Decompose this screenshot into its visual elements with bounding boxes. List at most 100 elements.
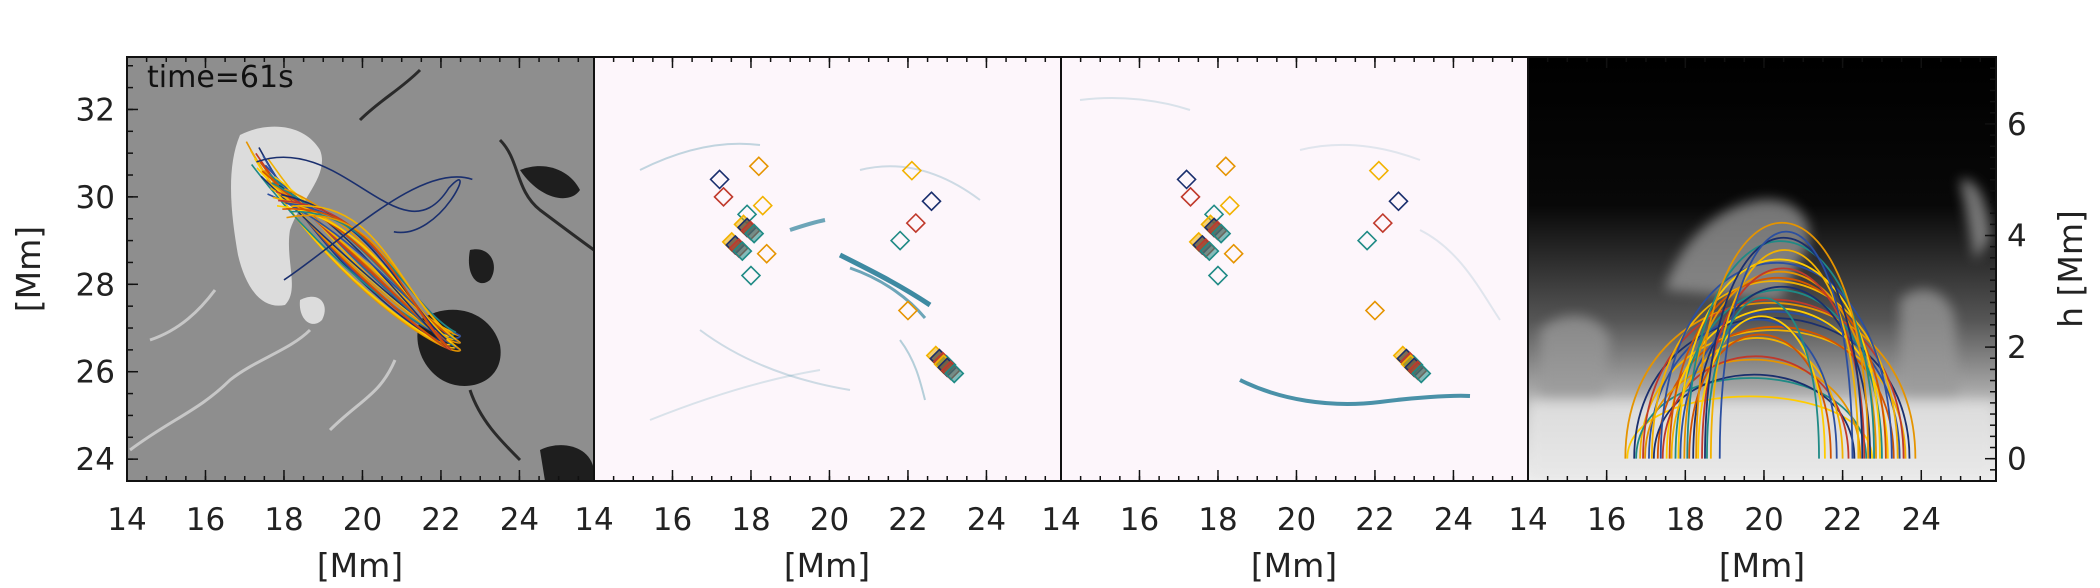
y-tick-label-right: 6 [2007, 107, 2027, 143]
x-tick-label: 18 [1666, 502, 1705, 538]
loop [1635, 377, 1868, 459]
y-tick-label-left: 30 [76, 180, 115, 216]
y-tick-label-left: 28 [76, 267, 115, 303]
footpoint-diamond [901, 160, 923, 181]
x-tick-label: 18 [264, 502, 303, 538]
loop [1718, 230, 1854, 459]
footpoint-diamond [1180, 186, 1201, 208]
loop [1674, 289, 1883, 459]
x-tick-label: 14 [1041, 502, 1080, 538]
y-tick-label-left: 32 [76, 92, 115, 128]
y-axis-title-left: [Mm] [9, 226, 48, 312]
x-axis-title-1: [Mm] [317, 546, 403, 585]
footpoint-diamond [709, 169, 730, 190]
loop [1692, 285, 1872, 459]
y-tick-label-left: 26 [76, 355, 115, 391]
footpoint-diamond [743, 223, 765, 244]
current-structures-1 [639, 142, 981, 421]
footpoint-diamond [1356, 230, 1378, 251]
y-tick-label-right: 2 [2007, 330, 2027, 366]
x-tick-label: 20 [1744, 502, 1783, 538]
x-tick-label: 24 [1434, 502, 1473, 538]
footpoint-markers-2 [1176, 156, 1432, 384]
x-tick-label: 22 [1355, 502, 1394, 538]
footpoint-diamond [740, 265, 762, 286]
dark-lanes [358, 68, 594, 462]
x-tick-label: 24 [500, 502, 539, 538]
x-tick-label: 22 [1823, 502, 1862, 538]
x-tick-label: 20 [1277, 502, 1316, 538]
x-tick-label: 22 [421, 502, 460, 538]
panel-current-map-1 [594, 57, 1061, 481]
x-tick-label: 16 [1120, 502, 1159, 538]
footpoint-diamond [713, 186, 734, 208]
footpoint-diamond [1411, 363, 1432, 384]
footpoint-diamond [732, 240, 753, 262]
fieldline [290, 205, 457, 341]
fieldline [282, 208, 448, 347]
loop [1659, 261, 1893, 459]
x-tick-label: 22 [888, 502, 927, 538]
panel-magnetogram [127, 57, 594, 481]
x-axis-title-3: [Mm] [1251, 546, 1337, 585]
y-tick-label-right: 0 [2007, 442, 2027, 478]
footpoint-diamond [921, 191, 942, 212]
footpoint-diamond [1210, 223, 1232, 244]
panel-current-map-2 [1061, 57, 1528, 481]
footpoint-diamond [1219, 195, 1240, 216]
loop [1688, 333, 1832, 459]
loop-bundle [1624, 222, 1917, 459]
axis-ticks [126, 57, 1996, 482]
footpoint-diamond [1207, 265, 1229, 286]
fieldline [281, 193, 447, 340]
loop [1704, 236, 1864, 459]
fieldline-bundle [245, 141, 473, 352]
footpoint-diamond [944, 363, 965, 384]
y-tick-label-left: 24 [76, 442, 115, 478]
loop [1686, 240, 1875, 459]
footpoint-diamond [905, 212, 926, 234]
x-tick-label: 24 [1902, 502, 1941, 538]
x-tick-label: 24 [967, 502, 1006, 538]
x-tick-label: 20 [810, 502, 849, 538]
loop [1652, 373, 1856, 459]
loop [1677, 258, 1881, 459]
x-axis-title-2: [Mm] [784, 546, 870, 585]
footpoint-diamond [756, 243, 777, 264]
network-lanes [129, 289, 397, 452]
x-tick-label: 16 [186, 502, 225, 538]
footpoint-diamond [752, 195, 773, 216]
footpoint-diamond [1176, 169, 1197, 190]
x-tick-label: 20 [343, 502, 382, 538]
fieldline [279, 199, 447, 334]
current-structures-2 [1079, 97, 1501, 406]
fieldline [256, 156, 461, 234]
footpoint-markers-1 [709, 156, 965, 384]
loop [1650, 280, 1899, 459]
panel-side-view [1528, 57, 1996, 481]
tick-labels: 14 16 18 20 22 24 14 16 18 20 22 24 14 16 18 20 22 24 14 16… [76, 92, 2027, 538]
current-map-2-background [1061, 57, 1528, 481]
y-tick-label-right: 4 [2007, 219, 2027, 255]
footpoint-diamond [889, 230, 911, 251]
x-tick-label: 18 [1198, 502, 1237, 538]
footpoint-diamond [1199, 240, 1220, 262]
footpoint-diamond [1364, 300, 1386, 321]
x-tick-label: 14 [107, 502, 146, 538]
x-tick-label: 14 [1508, 502, 1547, 538]
x-tick-label: 16 [653, 502, 692, 538]
x-axis-title-4: [Mm] [1719, 546, 1805, 585]
footpoint-diamond [1215, 156, 1236, 177]
loop [1665, 307, 1889, 459]
loop [1697, 315, 1826, 459]
loop [1695, 222, 1870, 459]
footpoint-diamond [1368, 160, 1390, 181]
positive-flux-patches [231, 126, 325, 324]
footpoint-diamond [1223, 243, 1244, 264]
fieldline [283, 176, 473, 281]
footpoint-diamond [897, 300, 919, 321]
loop [1679, 318, 1838, 459]
loop [1624, 302, 1917, 459]
x-tick-label: 16 [1587, 502, 1626, 538]
